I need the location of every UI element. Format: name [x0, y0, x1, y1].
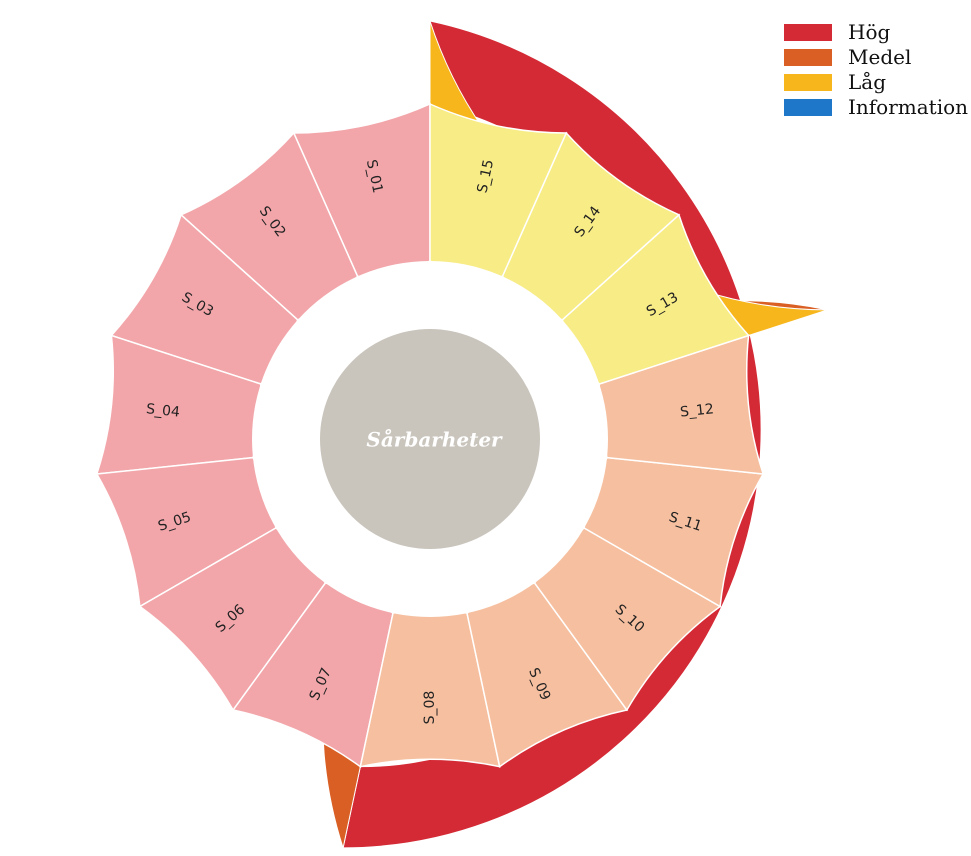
legend-item-information: Information [784, 95, 968, 119]
center-circle [320, 329, 540, 549]
segment-label: S_08 [422, 691, 438, 725]
legend-item-medel: Medel [784, 45, 968, 69]
segment-label: S_12 [679, 401, 714, 420]
legend-swatch [784, 48, 832, 66]
inner-ring [95, 102, 765, 768]
legend-item-hog: Hög [784, 20, 968, 44]
legend-label: Låg [848, 70, 887, 94]
legend-swatch [784, 73, 832, 91]
legend-swatch [784, 98, 832, 116]
segment-label: S_01 [363, 158, 386, 194]
legend-swatch [784, 23, 832, 41]
legend-item-lag: Låg [784, 70, 968, 94]
legend-label: Information [848, 95, 969, 119]
legend-label: Medel [848, 45, 912, 69]
center-title: Sårbarheter [366, 428, 503, 452]
legend: Hög Medel Låg Information [784, 20, 968, 120]
segment-label: S_04 [145, 401, 180, 420]
segment-label: S_15 [474, 158, 497, 194]
legend-label: Hög [848, 20, 891, 44]
